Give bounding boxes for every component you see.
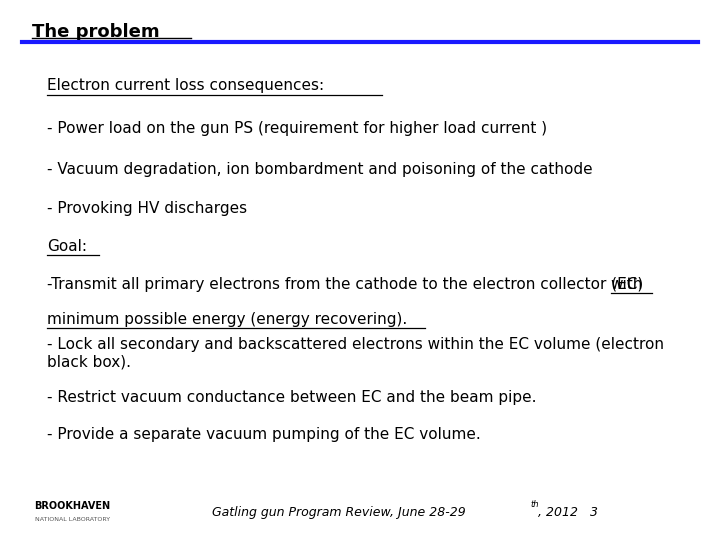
Text: , 2012   3: , 2012 3	[538, 507, 598, 519]
Text: - Provide a separate vacuum pumping of the EC volume.: - Provide a separate vacuum pumping of t…	[47, 427, 480, 442]
Text: BROOKHAVEN: BROOKHAVEN	[35, 501, 111, 511]
Text: Goal:: Goal:	[47, 239, 87, 254]
Text: - Provoking HV discharges: - Provoking HV discharges	[47, 201, 247, 217]
Text: Gatling gun Program Review, June 28-29: Gatling gun Program Review, June 28-29	[212, 507, 466, 519]
Text: -Transmit all primary electrons from the cathode to the electron collector (EC): -Transmit all primary electrons from the…	[47, 277, 648, 292]
Text: - Vacuum degradation, ion bombardment and poisoning of the cathode: - Vacuum degradation, ion bombardment an…	[47, 162, 593, 177]
Text: - Restrict vacuum conductance between EC and the beam pipe.: - Restrict vacuum conductance between EC…	[47, 390, 536, 405]
Text: Electron current loss consequences:: Electron current loss consequences:	[47, 78, 324, 93]
Text: The problem: The problem	[32, 23, 160, 40]
Text: - Power load on the gun PS (requirement for higher load current ): - Power load on the gun PS (requirement …	[47, 122, 547, 137]
Text: th: th	[531, 500, 539, 509]
Text: minimum possible energy (energy recovering).: minimum possible energy (energy recoveri…	[47, 312, 407, 327]
Text: NATIONAL LABORATORY: NATIONAL LABORATORY	[35, 517, 109, 522]
Text: - Lock all secondary and backscattered electrons within the EC volume (electron
: - Lock all secondary and backscattered e…	[47, 338, 664, 370]
Text: with: with	[611, 277, 643, 292]
